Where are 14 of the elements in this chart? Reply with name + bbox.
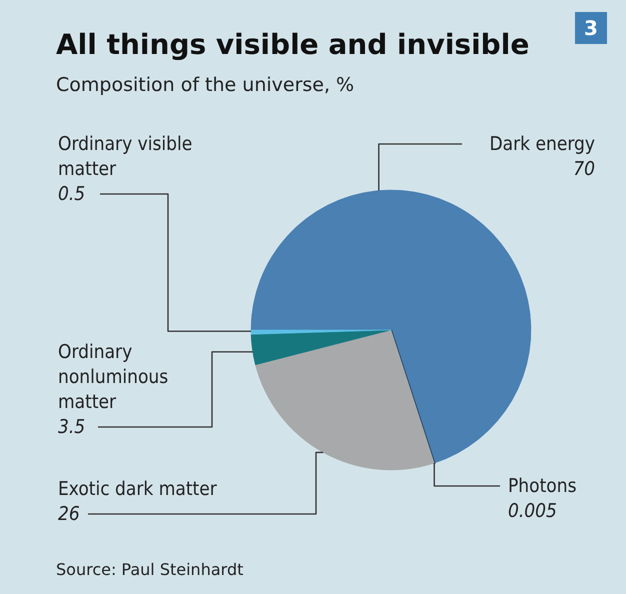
slice-label: Ordinary visible matter [58,133,192,180]
slice-label: Dark energy [489,133,595,155]
data-label: 0.5 [58,183,86,205]
data-label: 26 [58,503,80,525]
source-note: Source: Paul Steinhardt [56,560,244,579]
slice-label: Ordinary nonluminous matter [58,341,168,413]
slice-label: Exotic dark matter [58,478,218,500]
slice-label: Photons [508,475,577,497]
data-label: 0.005 [508,500,557,522]
chart-title: All things visible and invisible [56,28,530,61]
text: 3 [575,12,607,44]
chart-subtitle: Composition of the universe, % [56,74,354,96]
data-label: 70 [573,158,596,180]
data-label: 3.5 [58,416,86,438]
